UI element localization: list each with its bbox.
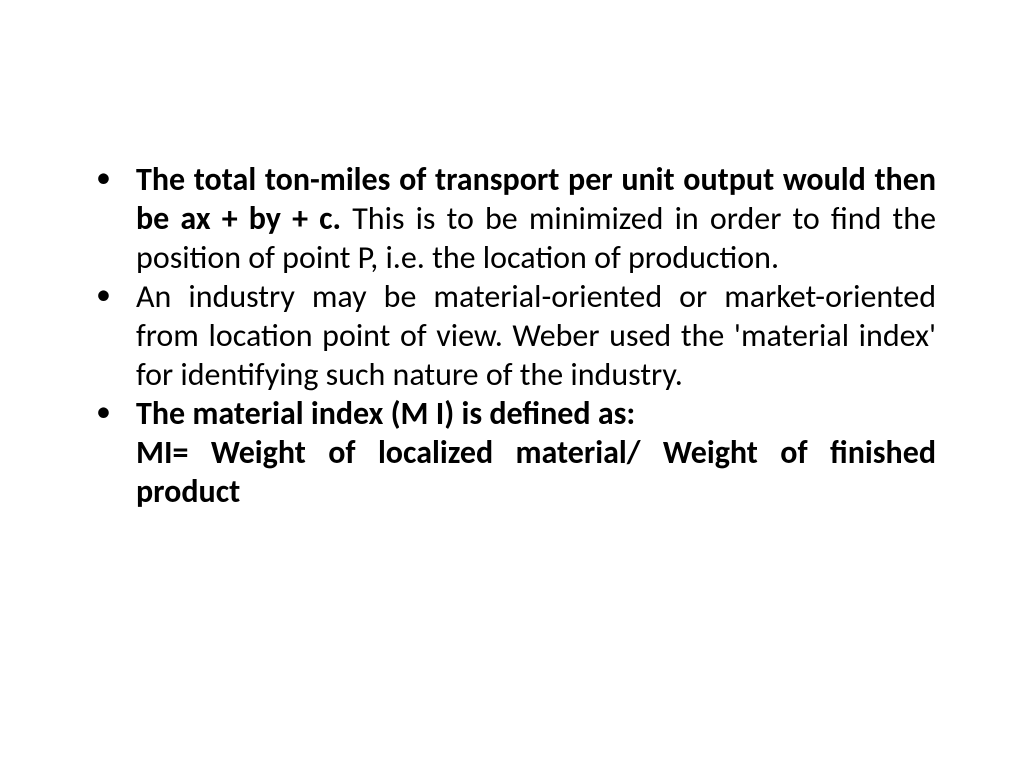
bullet-item-3: The material index (M I) is defined as: [78, 394, 936, 433]
continuation-bold: MI= Weight of localized material/ Weight… [136, 433, 936, 511]
bullet-2-rest: An industry may be material-oriented or … [136, 277, 936, 394]
bullet-item-1: The total ton-miles of transport per uni… [78, 160, 936, 277]
slide: The total ton-miles of transport per uni… [0, 0, 1024, 768]
bullet-list: The total ton-miles of transport per uni… [78, 160, 936, 433]
bullet-3-bold: The material index (M I) is defined as: [136, 394, 635, 433]
continuation-line: MI= Weight of localized material/ Weight… [78, 433, 936, 511]
bullet-item-2: An industry may be material-oriented or … [78, 277, 936, 394]
